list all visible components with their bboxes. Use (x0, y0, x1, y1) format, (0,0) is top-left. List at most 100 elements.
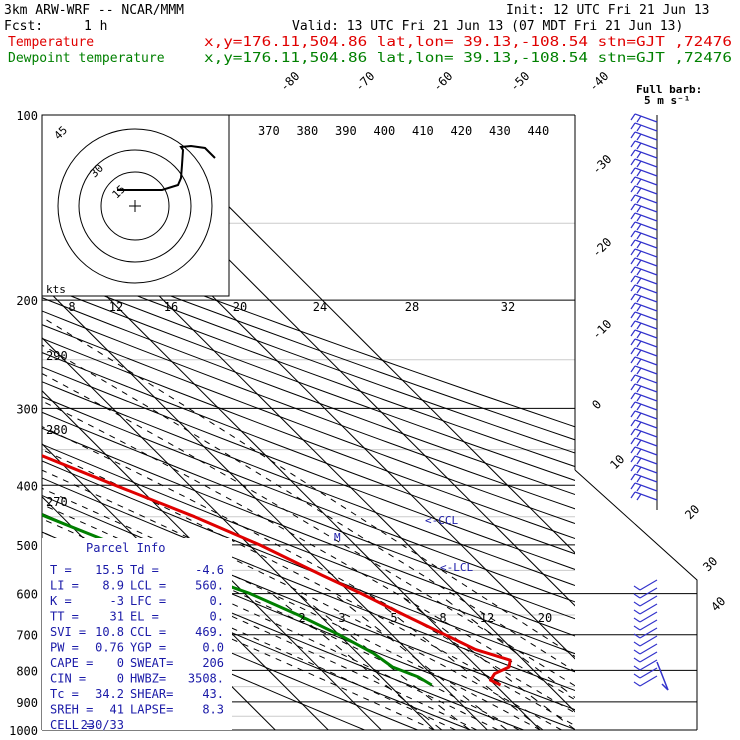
wind-barb (630, 473, 658, 483)
isotherm-label: -80 (277, 69, 302, 94)
parcel-info-cell: 0. (210, 594, 224, 608)
dry-adiabat-line (42, 381, 575, 587)
mixing-ratio-label: 5 (390, 611, 397, 625)
barb-legend-title: Full barb: (636, 83, 702, 96)
theta-e-label: 420 (451, 124, 473, 138)
moist-adiabat-line (42, 518, 499, 730)
isotherm-label: 30 (700, 554, 720, 574)
wind-barb (630, 374, 658, 384)
theta-label: 280 (46, 423, 68, 437)
forecast-hours: 1 h (84, 19, 107, 34)
mixing-ratio-label: 2 (298, 611, 305, 625)
mixing-ratio-label: 32 (501, 300, 515, 314)
dry-adiabat-line (42, 297, 575, 496)
wind-barb (630, 482, 658, 492)
isotherm-label: 10 (607, 452, 627, 472)
moist-adiabat-line (42, 449, 575, 727)
parcel-info-cell: 0 (117, 672, 124, 686)
wind-barb (630, 149, 658, 159)
parcel-info-cell: 10.8 (95, 625, 124, 639)
theta-label: 290 (46, 349, 68, 363)
theta-e-label: 380 (297, 124, 319, 138)
theta-label: 270 (46, 495, 68, 509)
isotherm-line (42, 337, 435, 730)
dry-adiabat-line (42, 337, 575, 540)
wind-barb (630, 410, 658, 420)
init-time: Init: 12 UTC Fri 21 Jun 13 (506, 3, 710, 18)
wind-barb (630, 338, 658, 348)
wind-barb (633, 627, 658, 639)
wind-barb (633, 667, 658, 679)
hodograph: 15 30 45 kts (41, 114, 230, 297)
wind-barbs (630, 113, 669, 691)
dry-adiabat-line (42, 477, 575, 692)
wind-barb (633, 619, 658, 631)
wind-barb (630, 239, 658, 249)
temperature-legend: Temperature (8, 35, 94, 50)
dry-adiabat-line (42, 271, 575, 468)
wind-barb (630, 383, 658, 393)
theta-e-label: 430 (489, 124, 511, 138)
wind-barb (630, 275, 658, 285)
wind-barb (630, 221, 658, 231)
parcel-info-cell: K = (50, 594, 72, 608)
temperature-location: x,y=176.11,504.86 lat,lon= 39.13,-108.54… (204, 35, 732, 50)
dewpoint-legend: Dewpoint temperature (8, 51, 165, 66)
wind-barb (630, 248, 658, 258)
parcel-info-cell: 230/33 (81, 718, 124, 732)
wind-barb (630, 194, 658, 204)
dry-adiabat-line (42, 443, 575, 655)
wind-barb (633, 675, 658, 687)
parcel-info-cell: CAPE = (50, 656, 93, 670)
parcel-info-cell: -3 (110, 594, 124, 608)
wind-barb (630, 185, 658, 195)
pressure-tick-label: 400 (16, 479, 38, 493)
ccl-marker: <-CCL (425, 514, 458, 527)
sounding-series (42, 454, 512, 687)
isotherm-label: 0 (589, 397, 604, 412)
parcel-info-cell: 3508. (188, 672, 224, 686)
wind-barb (630, 167, 658, 177)
parcel-info-title: Parcel Info (86, 541, 165, 555)
wind-barb (630, 122, 658, 132)
wind-barb (630, 455, 658, 465)
dry-adiabat-line (42, 246, 575, 441)
parcel-info-cell: 8.3 (202, 703, 224, 717)
parcel-info-cell: HWBZ= (130, 672, 166, 686)
mixing-ratio-label: 8 (68, 300, 75, 314)
theta-e-label: 410 (412, 124, 434, 138)
parcel-info-cell: 31 (110, 610, 124, 624)
dry-adiabat-line (42, 234, 575, 428)
parcel-info-cell: TT = (50, 610, 79, 624)
parcel-info-cell: EL = (130, 610, 159, 624)
moist-adiabat-line (42, 426, 575, 714)
wind-barb (630, 320, 658, 330)
theta-e-label: 390 (335, 124, 357, 138)
wind-barb (633, 643, 658, 655)
wind-barb (656, 661, 669, 691)
mixing-ratio-label: 20 (233, 300, 247, 314)
wind-barb (630, 113, 658, 123)
isotherm-label: -60 (430, 69, 455, 94)
wind-barb (630, 464, 658, 474)
parcel-info-cell: SVI = (50, 625, 86, 639)
parcel-info-cell: 0 (117, 656, 124, 670)
isotherm-line (42, 231, 541, 730)
wind-barb (630, 140, 658, 150)
parcel-info-cell: CELL = (50, 718, 93, 732)
wind-barb (630, 158, 658, 168)
dry-adiabat-line (42, 324, 575, 525)
pressure-tick-label: 100 (16, 109, 38, 123)
parcel-info-cell: LCL = (130, 579, 166, 593)
parcel-info-cell: Td = (130, 563, 159, 577)
wind-barb (630, 428, 658, 438)
wind-barb (630, 347, 658, 357)
barb-legend-units: 5 m s⁻¹ (644, 94, 690, 107)
isotherm-line (136, 115, 575, 554)
dewpoint-profile (42, 513, 433, 687)
pressure-tick-label: 800 (16, 664, 38, 678)
pressure-tick-label: 700 (16, 629, 38, 643)
theta-e-label: 370 (258, 124, 280, 138)
isotherm-label: 20 (682, 502, 702, 522)
